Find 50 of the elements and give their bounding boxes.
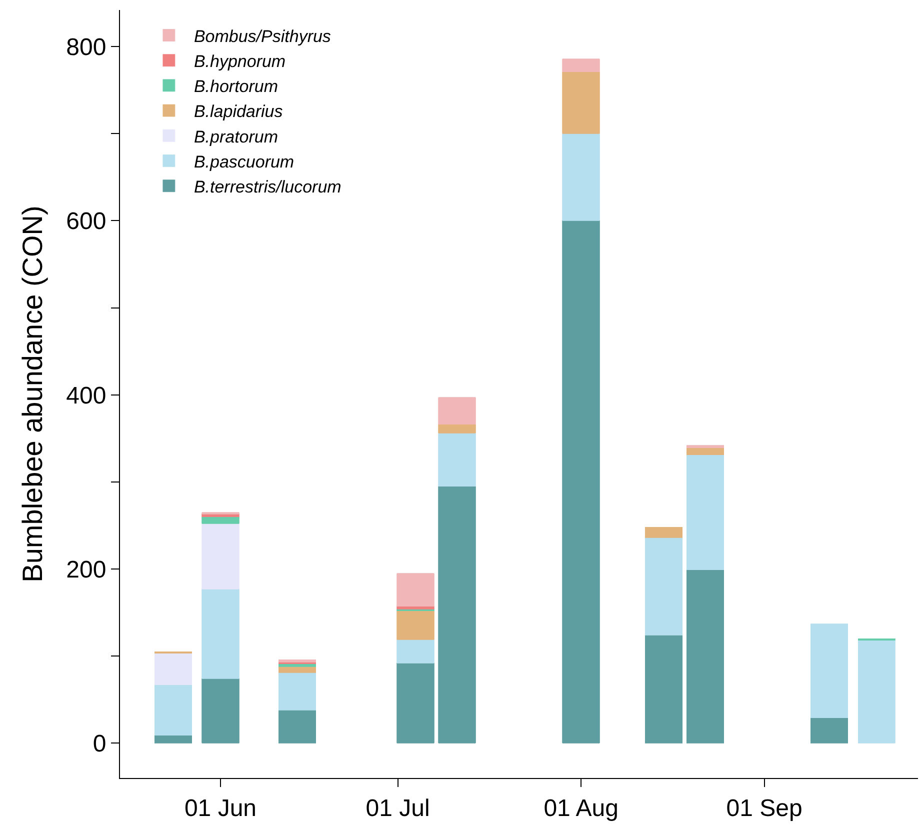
bar <box>202 588 240 679</box>
bar <box>396 639 434 664</box>
bar <box>686 448 724 456</box>
bar <box>810 624 848 718</box>
legend-label: B.hortorum <box>194 77 278 96</box>
bar <box>202 678 240 744</box>
y-tick-label: 200 <box>66 556 106 584</box>
y-tick-label: 600 <box>66 208 106 236</box>
legend-label: B.pratorum <box>194 127 278 146</box>
bar <box>396 573 434 607</box>
bar <box>278 672 316 710</box>
legend-label: B.pascuorum <box>194 152 294 172</box>
bar <box>154 684 192 736</box>
bar <box>438 486 476 744</box>
y-axis-title: Bumblebee abundance (CON) <box>16 206 48 582</box>
legend-label: Bombus/Psithyrus <box>194 26 332 46</box>
bar <box>278 659 316 662</box>
y-tick-label: 800 <box>66 34 106 61</box>
legend-label: B.lapidarius <box>194 102 284 122</box>
bar <box>562 58 600 72</box>
bar <box>278 666 316 673</box>
x-tick-label: 01 Aug <box>544 794 618 822</box>
bar <box>562 220 600 744</box>
x-tick-label: 01 Jul <box>366 794 430 822</box>
bar <box>438 424 476 434</box>
bar <box>810 718 848 744</box>
bar <box>686 454 724 570</box>
bar <box>686 570 724 744</box>
bar <box>438 432 476 486</box>
bar <box>396 662 434 744</box>
y-tick-label: 400 <box>66 382 106 410</box>
x-tick-label: 01 Sep <box>726 794 802 822</box>
x-tick-label: 01 Jun <box>184 794 257 822</box>
bar <box>645 527 683 538</box>
bar <box>645 537 683 636</box>
y-tick-label: 0 <box>92 730 106 758</box>
legend-label: B.hypnorum <box>194 52 286 71</box>
bar <box>202 524 240 590</box>
bar <box>562 72 600 134</box>
bar <box>154 653 192 686</box>
bar <box>278 710 316 744</box>
bar <box>438 397 476 425</box>
bar <box>858 640 896 744</box>
bar <box>202 516 240 524</box>
bar <box>396 610 434 640</box>
bar <box>686 445 724 448</box>
bar <box>154 735 192 744</box>
bar <box>645 635 683 744</box>
legend-label: B.terrestris/lucorum <box>194 177 342 196</box>
bar <box>562 133 600 221</box>
